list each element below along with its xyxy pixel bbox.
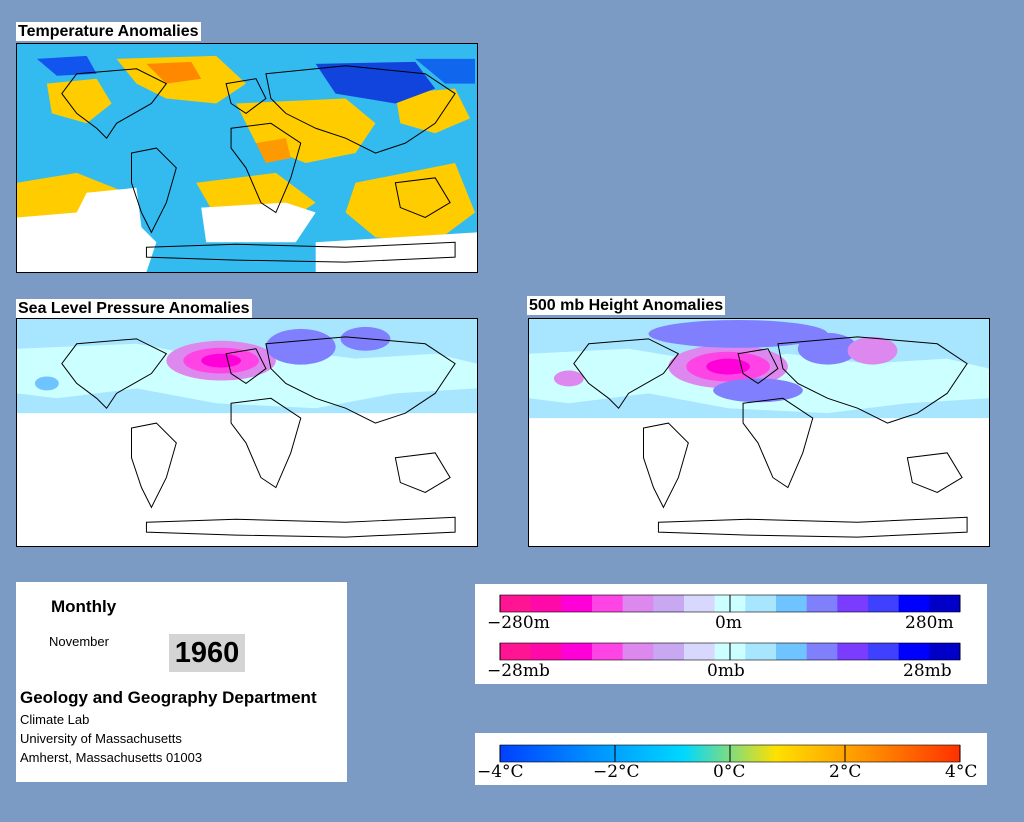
- temperature-legend: −4°C −2°C 0°C 2°C 4°C: [475, 733, 987, 785]
- height-swatch-0: [500, 595, 532, 612]
- height-legend-min: −280m: [487, 613, 550, 633]
- month-label: November: [49, 634, 109, 649]
- pressure-legend-min: −28mb: [487, 661, 550, 681]
- height-swatch-9: [776, 595, 808, 612]
- pressure-color-bar: [499, 642, 961, 661]
- university-label: University of Massachusetts: [20, 731, 182, 746]
- pressure-swatch-8: [745, 643, 777, 660]
- height-panel-title: 500 mb Height Anomalies: [527, 296, 726, 315]
- height-color-bar: [499, 594, 961, 613]
- temperature-anomaly-map: [16, 43, 478, 273]
- pressure-swatch-12: [868, 643, 900, 660]
- height-swatch-14: [929, 595, 961, 612]
- temp-legend-plus2: 2°C: [829, 762, 861, 782]
- height-swatch-8: [745, 595, 777, 612]
- height-swatch-10: [806, 595, 838, 612]
- pressure-swatch-1: [530, 643, 562, 660]
- height-swatch-11: [837, 595, 869, 612]
- height-swatch-2: [561, 595, 593, 612]
- temperature-panel-title: Temperature Anomalies: [16, 22, 201, 41]
- temp-legend-minus2: −2°C: [593, 762, 640, 782]
- height-swatch-4: [622, 595, 654, 612]
- pressure-legend-mid: 0mb: [707, 661, 745, 681]
- height-anomaly-map: [528, 318, 990, 547]
- pressure-swatch-9: [776, 643, 808, 660]
- height-swatch-1: [530, 595, 562, 612]
- height-swatch-3: [592, 595, 624, 612]
- height-legend-max: 280m: [905, 613, 954, 633]
- pressure-swatch-3: [592, 643, 624, 660]
- height-swatch-13: [898, 595, 930, 612]
- temp-legend-minus4: −4°C: [477, 762, 524, 782]
- pressure-swatch-13: [898, 643, 930, 660]
- pressure-swatch-5: [653, 643, 685, 660]
- pressure-swatch-10: [806, 643, 838, 660]
- pressure-swatch-0: [500, 643, 532, 660]
- temp-legend-zero: 0°C: [713, 762, 745, 782]
- temp-legend-plus4: 4°C: [945, 762, 977, 782]
- pressure-swatch-6: [684, 643, 716, 660]
- year-label: 1960: [169, 634, 245, 672]
- height-pressure-legend: −280m 0m 280m −28mb 0mb 28mb: [475, 584, 987, 684]
- pressure-swatch-2: [561, 643, 593, 660]
- pressure-swatch-11: [837, 643, 869, 660]
- pressure-legend-max: 28mb: [903, 661, 952, 681]
- temperature-color-bar: [499, 744, 961, 763]
- frequency-label: Monthly: [51, 597, 117, 616]
- department-label: Geology and Geography Department: [20, 688, 317, 707]
- slp-anomaly-map: [16, 318, 478, 547]
- height-swatch-5: [653, 595, 685, 612]
- address-label: Amherst, Massachusetts 01003: [20, 750, 203, 765]
- height-legend-mid: 0m: [715, 613, 742, 633]
- pressure-swatch-4: [622, 643, 654, 660]
- info-box: Monthly November 1960 Geology and Geogra…: [16, 582, 347, 782]
- lab-label: Climate Lab: [20, 712, 90, 727]
- pressure-swatch-14: [929, 643, 961, 660]
- height-swatch-6: [684, 595, 716, 612]
- slp-panel-title: Sea Level Pressure Anomalies: [16, 299, 252, 318]
- height-swatch-12: [868, 595, 900, 612]
